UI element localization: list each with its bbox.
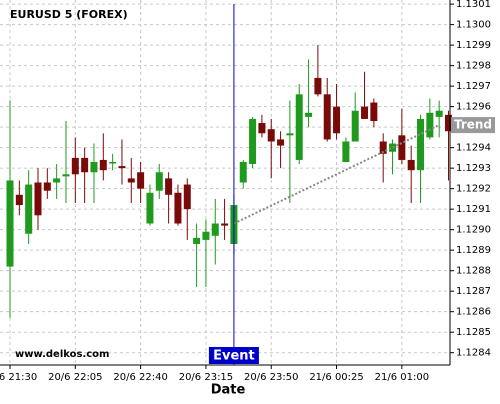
trend-line — [233, 124, 440, 225]
candle-body — [211, 223, 219, 236]
candle-body — [379, 141, 387, 154]
y-tick-label: 1.1287 — [456, 286, 491, 297]
candle-body — [333, 106, 341, 134]
marks — [6, 45, 453, 318]
y-tick-label: 1.1296 — [456, 102, 491, 113]
x-tick-label: 20/6 22:05 — [48, 372, 102, 383]
event-label-box — [208, 347, 259, 364]
candle-body — [351, 110, 359, 142]
candle-body — [445, 114, 453, 132]
y-tick-label: 1.1297 — [456, 81, 491, 92]
y-tick-label: 1.1285 — [456, 327, 491, 338]
y-tick-label: 1.1291 — [456, 204, 491, 215]
candle-body — [370, 102, 378, 121]
y-tick-label: 1.1288 — [456, 266, 491, 277]
candle-body — [389, 143, 397, 152]
candle-body — [295, 94, 303, 160]
candle-body — [81, 157, 89, 173]
candle-body — [305, 112, 313, 117]
y-tick-label: 1.1284 — [456, 348, 491, 359]
candle-body — [137, 172, 145, 189]
candle-body — [25, 184, 33, 234]
x-axis-label: Date — [211, 383, 246, 398]
candle-body — [202, 231, 210, 240]
candle-body — [239, 161, 247, 183]
candle-body — [34, 182, 42, 216]
y-tick-label: 1.1301 — [456, 0, 491, 10]
candle-body — [43, 182, 51, 191]
candle-body — [258, 123, 266, 134]
candle-body — [174, 192, 182, 224]
candle-body — [407, 159, 415, 171]
candle-body — [62, 174, 70, 177]
candle-body — [165, 178, 173, 195]
y-tick-label: 1.1298 — [456, 61, 491, 72]
candle-body — [155, 172, 163, 191]
candle-body — [323, 94, 331, 140]
candle-body — [15, 194, 23, 206]
candle-body — [127, 178, 135, 183]
candle-body — [361, 106, 369, 119]
candle-body — [53, 178, 61, 183]
y-tick-label: 1.1286 — [456, 307, 491, 318]
y-tick-label: 1.1293 — [456, 163, 491, 174]
x-tick-label: 20/6 21:30 — [0, 372, 37, 383]
candle-body — [118, 166, 126, 169]
candle-body — [417, 118, 425, 171]
candle-body — [71, 157, 79, 175]
candle-body — [286, 133, 294, 136]
event-label: Event — [213, 349, 255, 364]
candle-body — [146, 192, 154, 224]
candle-body — [183, 184, 191, 210]
y-tick-label: 1.1300 — [456, 20, 491, 31]
x-tick-label: 20/6 23:15 — [179, 372, 233, 383]
y-tick-label: 1.1292 — [456, 184, 491, 195]
candle-body — [435, 110, 443, 117]
candle-body — [193, 237, 201, 245]
candle-body — [221, 223, 229, 226]
x-tick-label: 21/6 01:00 — [375, 372, 429, 383]
trend-label-box — [451, 117, 495, 134]
candle-body — [90, 161, 98, 173]
chart-title: EURUSD 5 (FOREX) — [10, 8, 128, 21]
x-tick-label: 20/6 23:50 — [244, 372, 298, 383]
candle-body — [398, 135, 406, 160]
y-tick-label: 1.1294 — [456, 143, 491, 154]
candle-body — [249, 118, 257, 165]
x-tick-label: 21/6 00:25 — [309, 372, 363, 383]
candle-body — [426, 112, 434, 138]
trend-label: Trend — [454, 118, 492, 132]
watermark: www.delkos.com — [15, 349, 109, 360]
candle-body — [99, 159, 107, 171]
x-tick-label: 20/6 22:40 — [113, 372, 167, 383]
y-tick-label: 1.1290 — [456, 225, 491, 236]
candle-body — [277, 139, 285, 146]
candle-body — [109, 161, 117, 164]
y-tick-label: 1.1299 — [456, 40, 491, 51]
y-tick-label: 1.1289 — [456, 245, 491, 256]
candle-body — [6, 180, 14, 267]
candle-body — [314, 77, 322, 95]
candle-body — [267, 129, 275, 142]
candle-body — [342, 141, 350, 162]
